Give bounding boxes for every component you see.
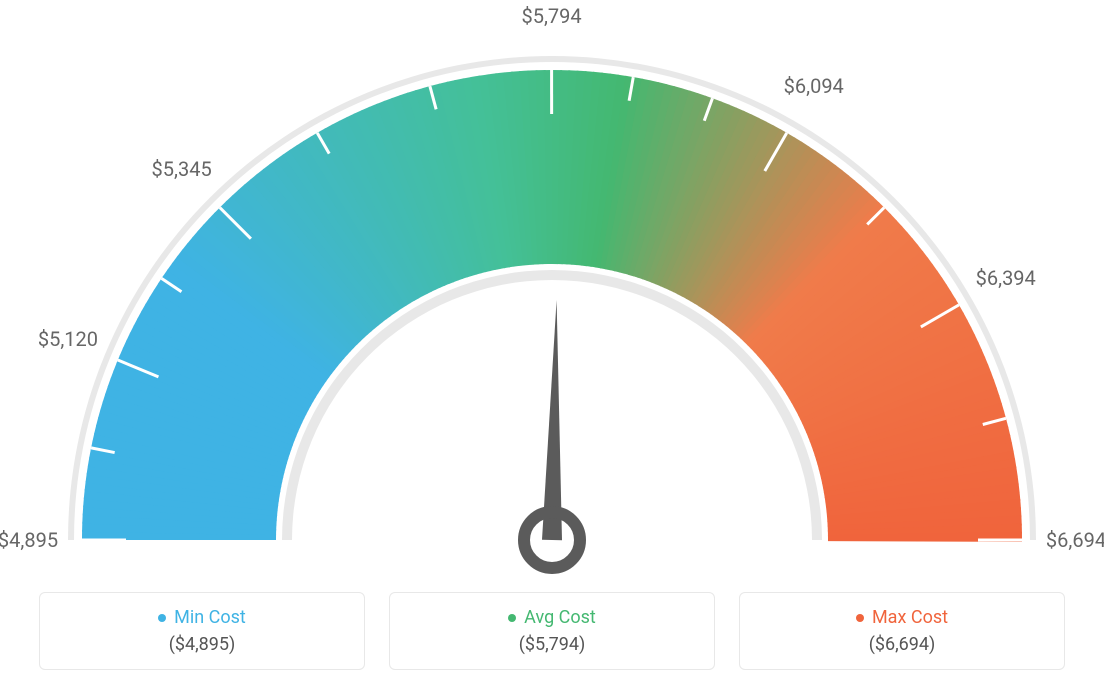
legend-dot-min [158, 614, 166, 622]
legend-dot-max [856, 614, 864, 622]
legend-card-avg: Avg Cost ($5,794) [389, 592, 715, 671]
legend-card-max: Max Cost ($6,694) [739, 592, 1065, 671]
gauge-svg [32, 40, 1072, 600]
gauge-chart: $4,895$5,120$5,345$5,794$6,094$6,394$6,6… [32, 40, 1072, 560]
legend-title-max: Max Cost [856, 607, 948, 628]
gauge-tick-label: $6,394 [976, 266, 1036, 290]
gauge-tick-label: $4,895 [0, 528, 58, 552]
legend-label-min: Min Cost [174, 607, 246, 628]
gauge-tick-label: $6,694 [1046, 528, 1104, 552]
legend-value-avg: ($5,794) [390, 634, 714, 655]
legend-row: Min Cost ($4,895) Avg Cost ($5,794) Max … [32, 592, 1072, 671]
legend-card-min: Min Cost ($4,895) [39, 592, 365, 671]
legend-title-min: Min Cost [158, 607, 246, 628]
gauge-tick-label: $5,345 [152, 157, 212, 181]
legend-title-avg: Avg Cost [508, 607, 596, 628]
legend-value-max: ($6,694) [740, 634, 1064, 655]
gauge-tick-label: $6,094 [784, 74, 844, 98]
legend-value-min: ($4,895) [40, 634, 364, 655]
legend-label-max: Max Cost [872, 607, 948, 628]
gauge-tick-label: $5,120 [38, 327, 98, 351]
gauge-tick-label: $5,794 [521, 4, 581, 28]
legend-label-avg: Avg Cost [524, 607, 596, 628]
legend-dot-avg [508, 614, 516, 622]
